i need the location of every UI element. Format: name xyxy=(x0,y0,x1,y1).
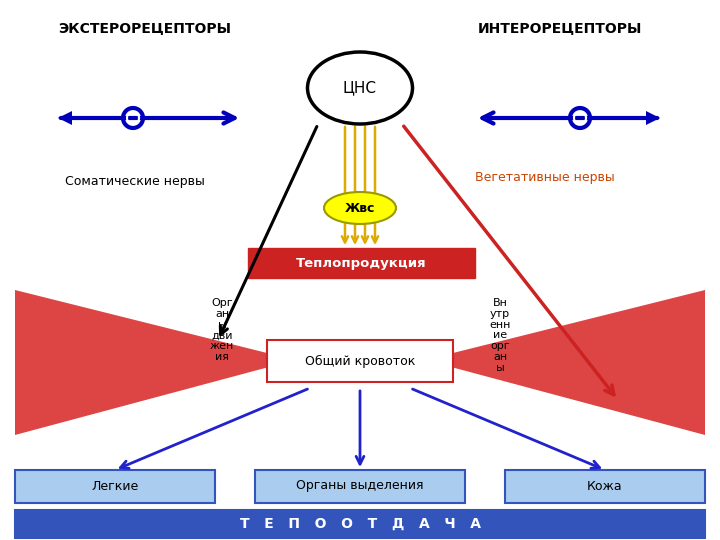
Bar xyxy=(15,510,705,538)
Text: ЭКСТЕРОРЕЦЕПТОРЫ: ЭКСТЕРОРЕЦЕПТОРЫ xyxy=(58,21,232,35)
Text: Орг
ан
ы
дви
жен
ия: Орг ан ы дви жен ия xyxy=(210,298,234,362)
Ellipse shape xyxy=(307,52,413,124)
Text: Кожа: Кожа xyxy=(588,480,623,492)
Bar xyxy=(267,340,453,382)
Ellipse shape xyxy=(324,192,396,224)
Polygon shape xyxy=(425,290,705,435)
Bar xyxy=(248,248,475,278)
Text: Жвс: Жвс xyxy=(345,201,375,214)
Text: Т   Е   П   О   О   Т   Д   А   Ч   А: Т Е П О О Т Д А Ч А xyxy=(240,517,480,531)
Text: Теплопродукция: Теплопродукция xyxy=(296,256,427,269)
Bar xyxy=(15,470,215,503)
Text: ЦНС: ЦНС xyxy=(343,80,377,96)
Text: Вн
утр
енн
ие
орг
ан
ы: Вн утр енн ие орг ан ы xyxy=(490,298,510,373)
Bar xyxy=(255,470,465,503)
Text: Общий кровоток: Общий кровоток xyxy=(305,354,415,368)
Text: Вегетативные нервы: Вегетативные нервы xyxy=(475,172,615,185)
Bar xyxy=(505,470,705,503)
Text: Легкие: Легкие xyxy=(91,480,139,492)
Text: Органы выделения: Органы выделения xyxy=(296,480,424,492)
Polygon shape xyxy=(58,111,72,125)
Text: ИНТЕРОРЕЦЕПТОРЫ: ИНТЕРОРЕЦЕПТОРЫ xyxy=(478,21,642,35)
Polygon shape xyxy=(646,111,660,125)
Text: Соматические нервы: Соматические нервы xyxy=(65,176,205,188)
Polygon shape xyxy=(15,290,295,435)
